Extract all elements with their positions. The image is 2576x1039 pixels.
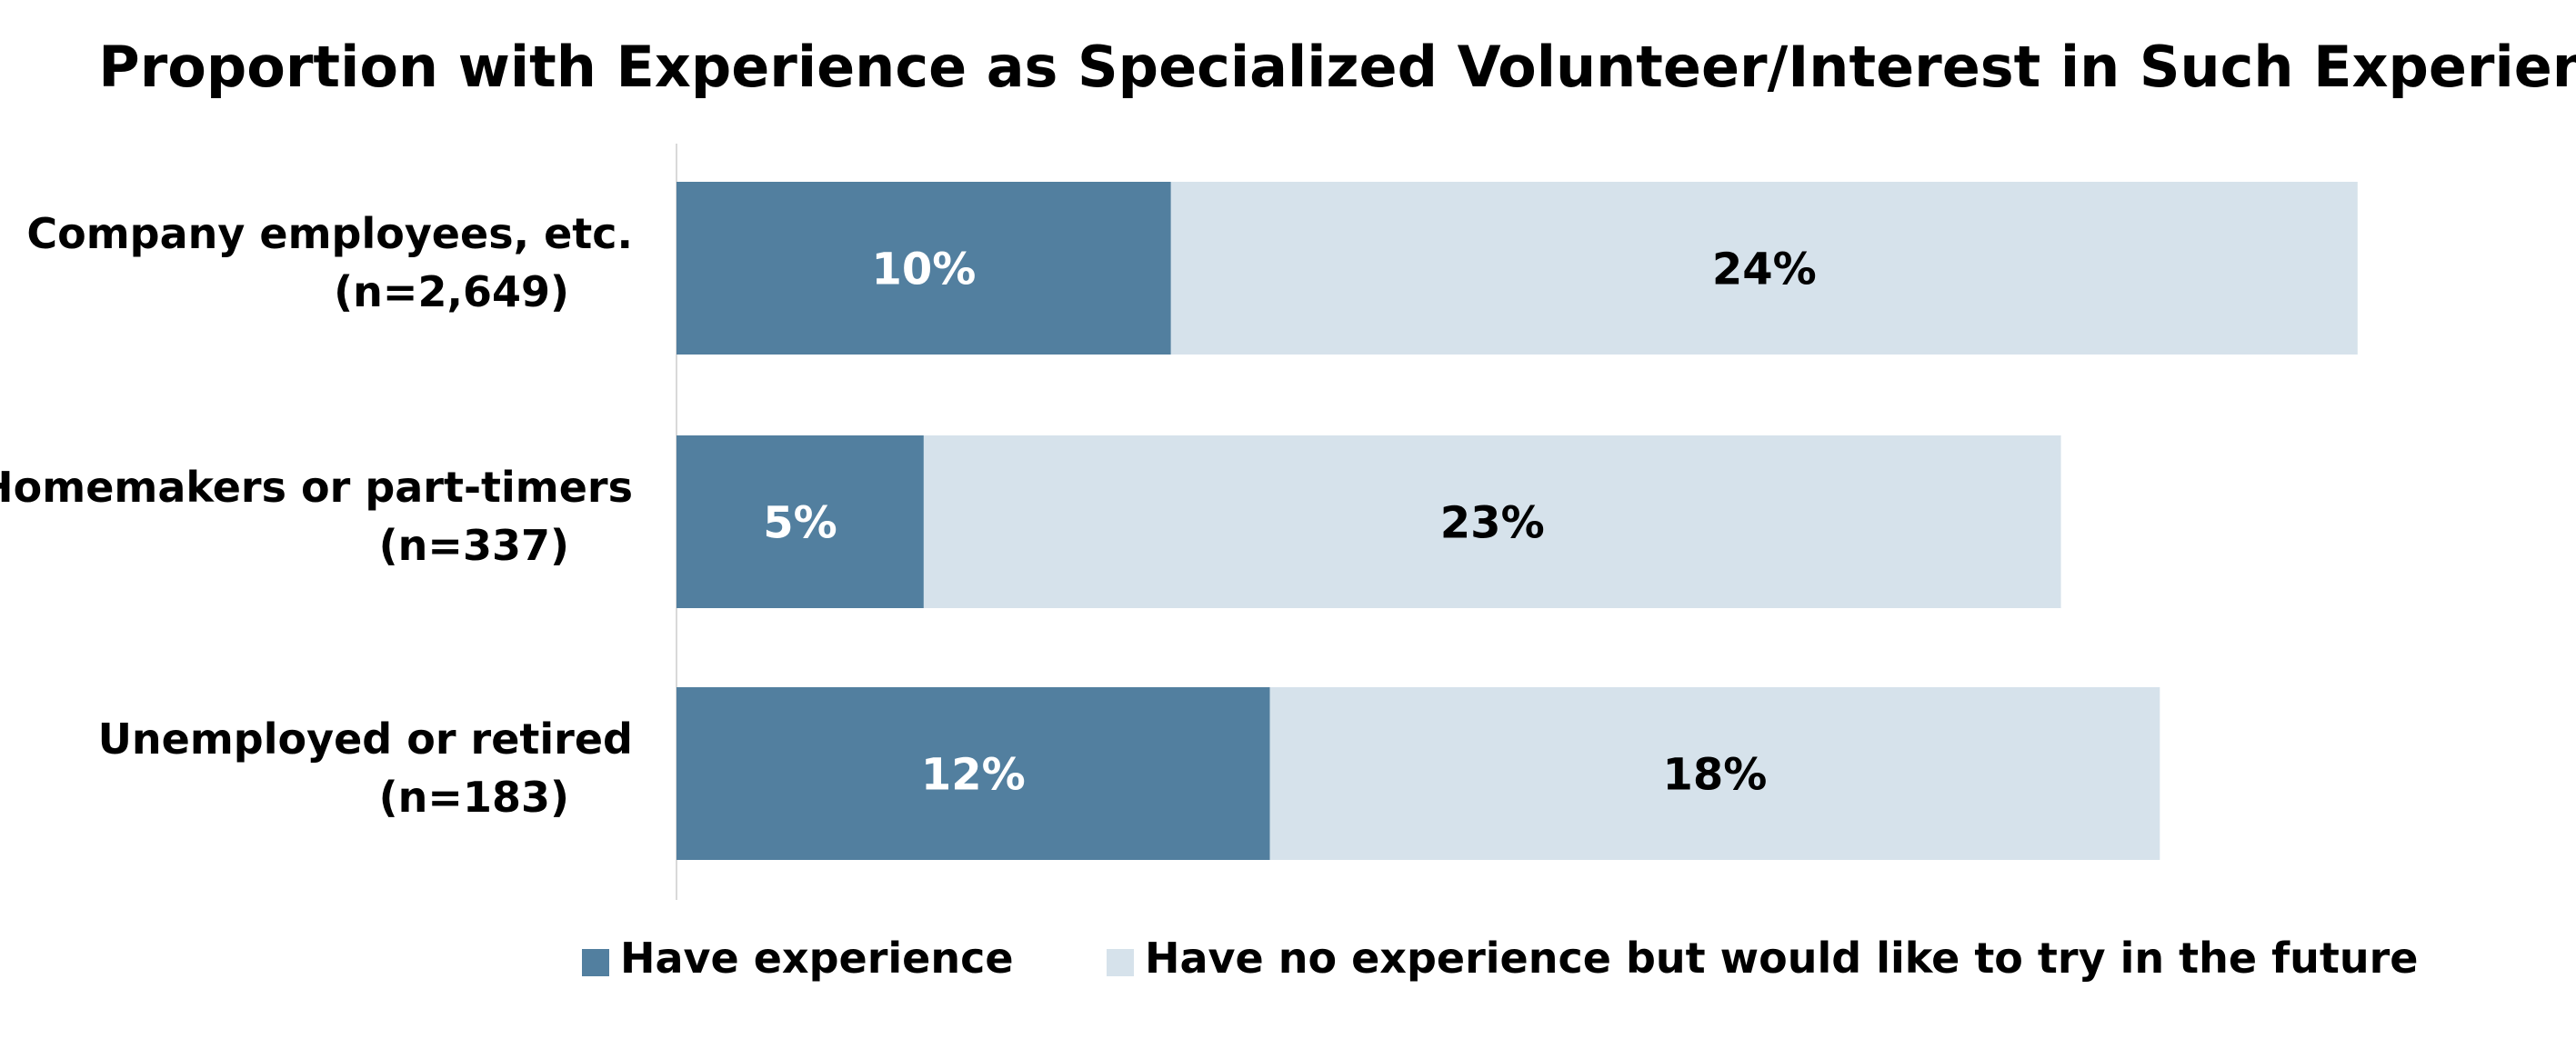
bar-segment — [677, 435, 924, 608]
data-label: 23% — [1440, 497, 1545, 548]
category-label: Company employees, etc. — [26, 209, 633, 258]
data-label: 12% — [921, 749, 1026, 800]
legend-label: Have no experience but would like to try… — [1145, 934, 2418, 983]
category-sample-size: (n=337) — [379, 521, 569, 570]
bar-segment — [677, 687, 1270, 860]
bar-segment — [1269, 687, 2160, 860]
legend: Have experience Have no experience but wo… — [582, 934, 2418, 983]
legend-swatch — [1107, 949, 1134, 976]
legend-label: Have experience — [620, 934, 1014, 983]
data-label: 5% — [763, 497, 837, 548]
data-label: 24% — [1712, 244, 1817, 295]
category-sample-size: (n=2,649) — [334, 267, 569, 316]
bar-segment — [1170, 182, 2358, 355]
data-label: 18% — [1662, 749, 1767, 800]
category-label: Unemployed or retired — [98, 714, 633, 764]
category-sample-size: (n=183) — [379, 773, 569, 822]
category-label: Homemakers or part-timers — [0, 463, 633, 512]
category-labels: Company employees, etc. (n=2,649) Homemake… — [0, 209, 633, 822]
bar-series-group: 10% 24% 5% 23% 12% 18% — [677, 182, 2358, 860]
data-label: 10% — [871, 244, 976, 295]
legend-swatch — [582, 949, 609, 976]
bar-segment — [677, 182, 1171, 355]
chart-title: Proportion with Experience as Specialize… — [98, 34, 2576, 100]
bar-segment — [923, 435, 2061, 608]
